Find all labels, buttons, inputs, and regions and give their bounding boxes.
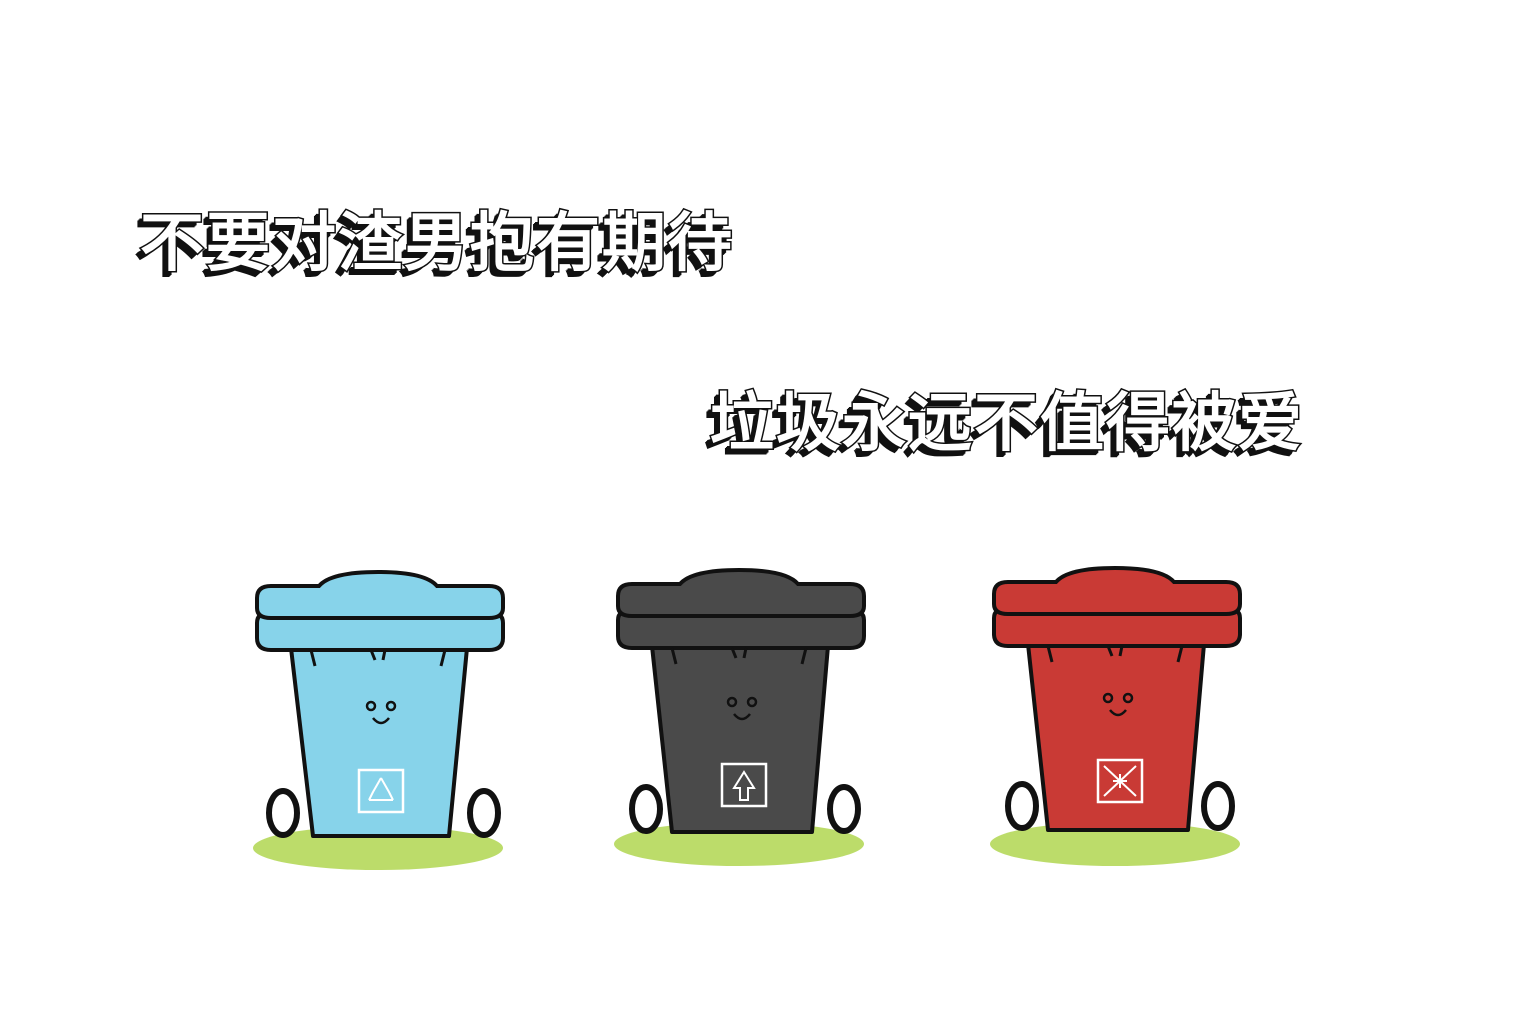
blue-recycle-bin bbox=[253, 569, 505, 870]
gray-other-waste-bin bbox=[614, 567, 866, 866]
caption-line-2: 垃圾永远不值得被爱 bbox=[709, 387, 1304, 461]
red-hazardous-bin bbox=[990, 565, 1242, 866]
caption-line-1: 不要对渣男抱有期待 bbox=[139, 207, 734, 281]
other-waste-icon bbox=[720, 762, 768, 808]
recycle-icon bbox=[357, 768, 405, 814]
hazardous-waste-icon bbox=[1096, 758, 1144, 804]
